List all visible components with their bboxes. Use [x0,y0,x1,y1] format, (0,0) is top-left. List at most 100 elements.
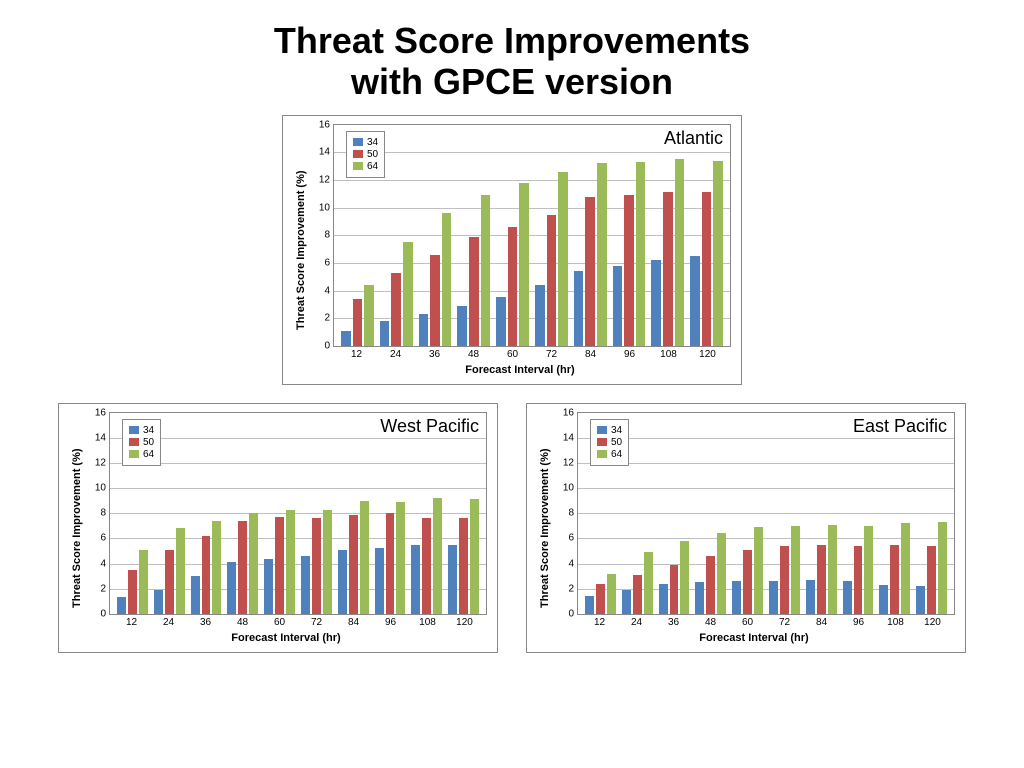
bar [843,581,852,614]
bar-group [571,125,610,346]
bar [732,581,741,614]
legend-swatch [129,438,139,446]
legend-swatch [597,426,607,434]
bar [675,159,685,345]
bar [375,548,384,613]
xtick-label: 84 [335,615,372,628]
legend-swatch [597,450,607,458]
legend-label: 50 [611,437,622,448]
xtick-label: 60 [261,615,298,628]
bar [286,510,295,614]
bar-group [648,125,687,346]
xtick-label: 24 [618,615,655,628]
bar-group [687,125,726,346]
legend-swatch [129,450,139,458]
xtick-label: 60 [729,615,766,628]
bar [249,513,258,614]
xtick-label: 12 [113,615,150,628]
bar-group [372,413,409,614]
bar [403,242,413,346]
bar [448,545,457,614]
legend-label: 64 [143,449,154,460]
bar [585,197,595,346]
bar [154,590,163,614]
bar [644,552,653,614]
bar [854,546,863,614]
bar [817,545,826,614]
xtick-label: 12 [337,347,376,360]
bar [916,586,925,614]
bar [338,550,347,614]
ytick-label: 2 [556,583,574,594]
bar [323,510,332,614]
bar [607,574,616,614]
bar [670,565,679,614]
ytick-label: 14 [312,147,330,158]
xtick-label: 72 [766,615,803,628]
bar [508,227,518,346]
x-axis-label: Forecast Interval (hr) [85,632,487,644]
bar [364,285,374,346]
ytick-label: 14 [88,432,106,443]
bar [341,331,351,346]
bar [496,297,506,345]
bar [117,597,126,613]
bar [596,584,605,614]
bar [754,527,763,614]
bar [651,260,661,346]
bar-group [188,413,225,614]
ytick-label: 8 [88,508,106,519]
legend-label: 50 [367,149,378,160]
bar-group [416,125,455,346]
xtick-label: 96 [610,347,649,360]
bar [386,513,395,614]
bar-group [408,413,445,614]
bar [717,533,726,613]
bar [481,195,491,346]
bar [806,580,815,614]
bar-group [532,125,571,346]
bar-group [692,413,729,614]
xtick-label: 36 [655,615,692,628]
bar [227,562,236,614]
bar [459,518,468,613]
bar [312,518,321,613]
ytick-label: 2 [312,313,330,324]
bar [535,285,545,346]
legend-swatch [353,150,363,158]
ytick-label: 16 [312,119,330,130]
legend-swatch [597,438,607,446]
bar [622,590,631,614]
ytick-label: 0 [312,340,330,351]
ytick-label: 2 [88,583,106,594]
ytick-label: 4 [312,285,330,296]
bar-group [766,413,803,614]
bar [663,192,673,345]
bar [791,526,800,614]
bar [780,546,789,614]
bar-group [261,413,298,614]
y-axis-label: Threat Score Improvement (%) [69,412,85,644]
bar [457,306,467,346]
bar [301,556,310,614]
y-axis-label: Threat Score Improvement (%) [537,412,553,644]
bar [690,256,700,346]
xtick-label: 84 [571,347,610,360]
ytick-label: 10 [88,483,106,494]
bar [396,502,405,614]
bar [558,172,568,346]
bar [275,517,284,614]
xtick-label: 96 [840,615,877,628]
bar [585,596,594,614]
legend-label: 50 [143,437,154,448]
plot-area: 0246810121416345064 [109,412,487,615]
legend-label: 34 [143,425,154,436]
legend-label: 64 [611,449,622,460]
legend-swatch [129,426,139,434]
ytick-label: 0 [88,608,106,619]
bar-group [610,125,649,346]
bar [938,522,947,614]
slide-title: Threat Score Improvements with GPCE vers… [40,20,984,103]
xtick-label: 120 [688,347,727,360]
bar-group [335,413,372,614]
